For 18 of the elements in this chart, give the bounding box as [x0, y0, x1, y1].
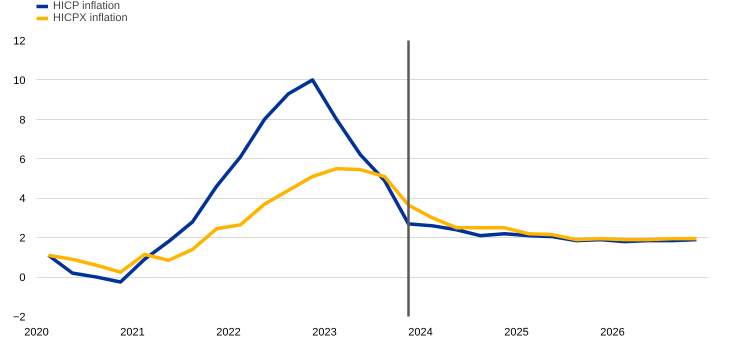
- y-tick-label: 8: [19, 114, 26, 126]
- x-tick-label: 2023: [312, 326, 337, 338]
- y-tick-label: 4: [19, 193, 26, 206]
- y-tick-label: 12: [13, 36, 26, 48]
- x-tick-label: 2020: [24, 326, 49, 338]
- y-tick-label: 6: [19, 154, 26, 166]
- x-tick-label: 2025: [504, 326, 529, 338]
- legend-label: HICPX inflation: [53, 12, 128, 24]
- y-tick-label: −2: [12, 312, 26, 324]
- line-series: [46, 166, 698, 274]
- y-tick-label: 0: [19, 272, 26, 284]
- x-tick-label: 2024: [408, 326, 433, 338]
- x-tick-label: 2022: [216, 326, 241, 338]
- y-tick-label: 2: [19, 232, 26, 245]
- legend-label: HICP inflation: [53, 0, 120, 12]
- x-tick-label: 2021: [120, 326, 145, 338]
- y-tick-label: 10: [13, 74, 26, 87]
- x-tick-label: 2026: [600, 326, 625, 338]
